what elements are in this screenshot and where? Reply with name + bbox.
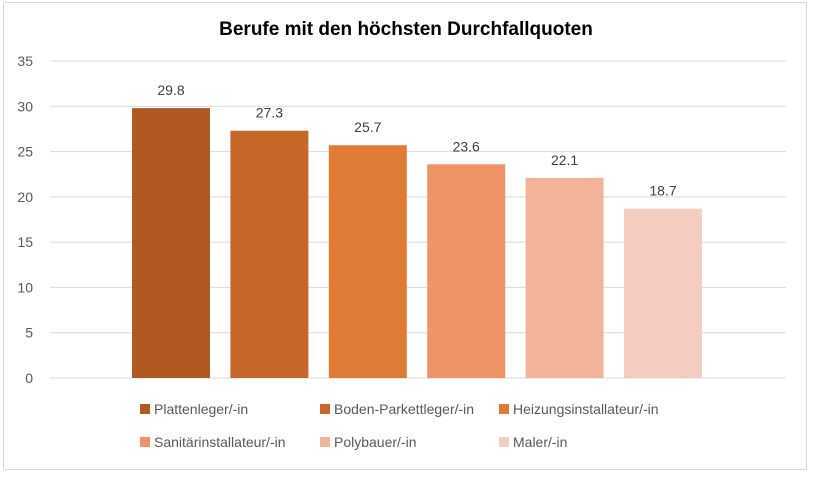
bar-4 [427,164,506,378]
legend-label-3: Heizungsinstallateur/-in [513,401,659,417]
legend-item-5: Polybauer/-in [320,434,417,450]
bar-6 [624,208,702,378]
y-tick-label-25: 25 [17,144,33,160]
data-label-1: 29.8 [157,82,184,98]
legend-item-2: Boden-Parkettleger/-in [320,401,474,417]
y-axis: 0 5 10 15 20 25 30 35 [17,53,33,386]
legend-swatch-6 [499,437,509,447]
legend-label-6: Maler/-in [513,434,567,450]
legend-label-4: Sanitärinstallateur/-in [154,434,286,450]
bar-3 [328,145,407,378]
bar-5 [525,177,604,378]
legend-label-1: Plattenleger/-in [154,401,248,417]
bar-1 [132,108,210,379]
chart-title: Berufe mit den höchsten Durchfallquoten [219,19,593,40]
legend-swatch-1 [140,404,150,414]
y-tick-label-15: 15 [17,234,33,250]
y-tick-label-0: 0 [25,370,33,386]
y-tick-label-5: 5 [25,325,33,341]
y-tick-label-30: 30 [17,98,33,114]
bar-2 [230,130,309,378]
data-label-3: 25.7 [354,119,381,135]
y-tick-label-20: 20 [17,189,33,205]
y-tick-label-10: 10 [17,279,33,295]
legend-label-5: Polybauer/-in [334,434,417,450]
data-labels: 29.8 27.3 25.7 23.6 22.1 18.7 [157,82,676,199]
data-label-6: 18.7 [649,183,676,199]
legend-swatch-3 [499,404,509,414]
legend-swatch-2 [320,404,330,414]
legend-label-2: Boden-Parkettleger/-in [334,401,474,417]
legend-swatch-4 [140,437,150,447]
data-label-2: 27.3 [256,105,283,121]
data-label-5: 22.1 [551,152,578,168]
y-tick-label-35: 35 [17,53,33,69]
legend-item-6: Maler/-in [499,434,567,450]
legend-item-3: Heizungsinstallateur/-in [499,401,659,417]
legend-item-4: Sanitärinstallateur/-in [140,434,286,450]
legend-item-1: Plattenleger/-in [140,401,248,417]
legend-swatch-5 [320,437,330,447]
bars [132,108,702,379]
legend: Plattenleger/-in Boden-Parkettleger/-in He… [140,401,659,450]
data-label-4: 23.6 [453,138,480,154]
